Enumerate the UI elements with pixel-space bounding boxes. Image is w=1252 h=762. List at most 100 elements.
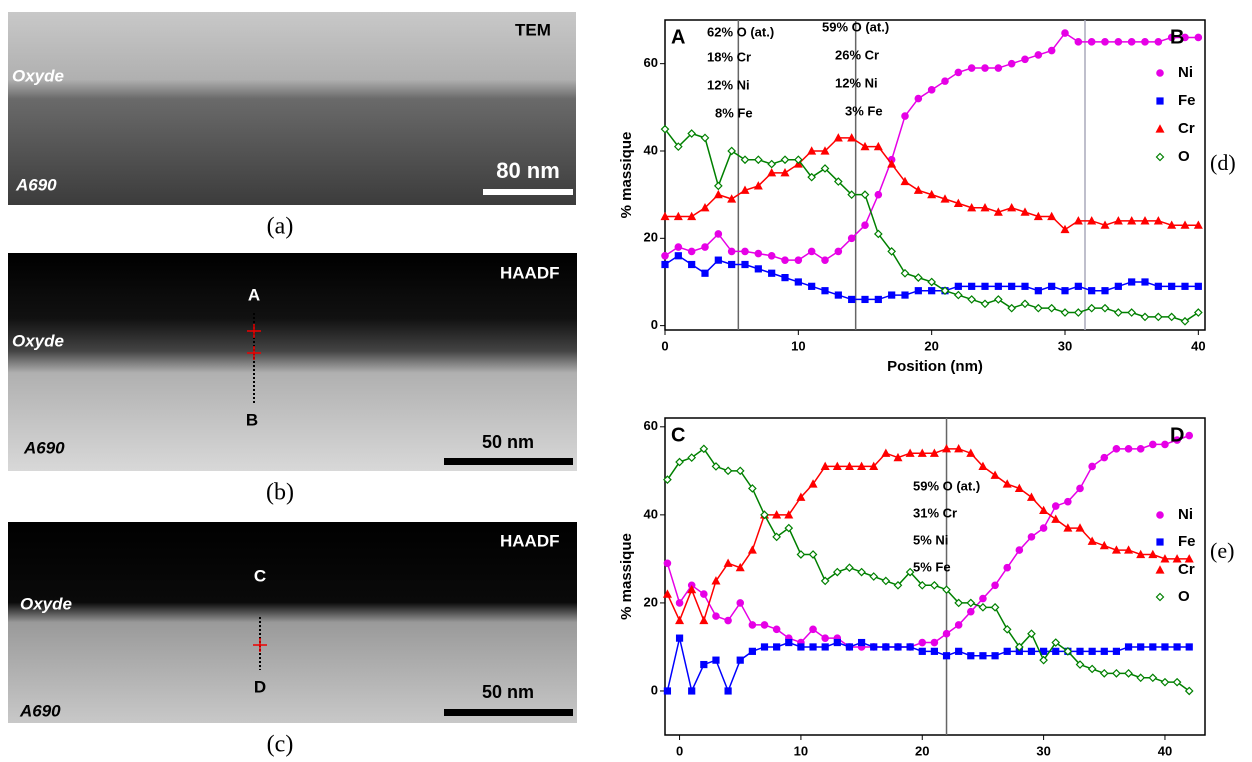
point — [760, 643, 769, 651]
point — [675, 599, 684, 607]
point — [1100, 220, 1110, 229]
point — [927, 189, 937, 199]
corner-label: A — [671, 26, 685, 48]
point — [1161, 440, 1169, 449]
point — [1180, 220, 1190, 229]
point — [1149, 440, 1157, 449]
x-axis-label: Position (nm) — [887, 358, 983, 375]
point — [941, 77, 949, 85]
point — [1099, 540, 1109, 550]
point — [833, 133, 843, 142]
point — [675, 634, 684, 642]
point — [1007, 59, 1016, 68]
point — [994, 64, 1003, 72]
point — [1040, 647, 1048, 655]
point — [1141, 38, 1149, 46]
point — [1128, 278, 1136, 286]
point — [1064, 497, 1072, 506]
cross — [253, 638, 267, 652]
point — [820, 461, 830, 471]
point — [675, 457, 684, 467]
point — [1021, 282, 1029, 290]
point — [740, 185, 750, 194]
point — [1193, 220, 1203, 229]
point — [893, 452, 903, 462]
y-tick-label: 40 — [644, 506, 658, 521]
point — [860, 141, 870, 151]
point — [1033, 211, 1043, 221]
alloy-label: A690 — [23, 438, 65, 457]
point — [1114, 38, 1123, 46]
corner-label: B — [1170, 26, 1184, 48]
point — [772, 510, 782, 519]
point — [1180, 316, 1190, 326]
point — [735, 466, 745, 476]
point — [1021, 55, 1029, 64]
point — [1124, 669, 1133, 678]
series-line — [664, 32, 1199, 262]
point — [873, 229, 883, 239]
point — [724, 616, 732, 625]
point — [1073, 308, 1083, 317]
point — [1124, 545, 1134, 554]
point — [714, 230, 723, 238]
point — [1153, 216, 1163, 225]
series-line — [666, 637, 1190, 694]
caption: (c) — [267, 732, 294, 758]
annotation: 12% Ni — [835, 75, 878, 90]
haadf-image — [8, 253, 577, 471]
point — [747, 545, 757, 554]
cross — [247, 324, 261, 360]
point — [927, 277, 937, 287]
point — [1148, 673, 1158, 683]
y-tick-label: 20 — [644, 230, 658, 245]
point — [887, 159, 897, 168]
point — [1156, 511, 1164, 519]
scale-bar — [483, 189, 573, 195]
panel-label: (d) — [1210, 150, 1236, 175]
point — [930, 647, 938, 655]
point — [881, 448, 891, 457]
point — [1172, 554, 1182, 563]
point — [1014, 483, 1024, 493]
point — [1112, 647, 1121, 655]
x-tick-label: 0 — [661, 338, 668, 353]
point — [980, 299, 990, 309]
point — [1100, 453, 1109, 462]
plot-frame — [664, 19, 1206, 331]
point — [784, 510, 794, 519]
caption: (b) — [266, 480, 294, 506]
point — [714, 256, 722, 264]
scale-label: 50 nm — [482, 682, 534, 702]
series-line — [665, 137, 1199, 231]
point — [848, 295, 856, 304]
point — [979, 652, 987, 660]
point — [760, 510, 769, 520]
point — [1156, 69, 1164, 77]
point-label: B — [246, 410, 258, 429]
legend-label: Ni — [1178, 506, 1193, 523]
point — [687, 129, 697, 138]
point — [870, 643, 878, 651]
point — [940, 194, 950, 203]
point — [1088, 647, 1096, 655]
x-tick-label: 20 — [924, 338, 938, 353]
point — [1184, 686, 1194, 696]
point — [993, 207, 1003, 216]
point — [1140, 216, 1150, 225]
point — [688, 687, 696, 695]
point — [844, 461, 854, 471]
point — [748, 621, 757, 629]
point — [978, 602, 988, 612]
point — [1075, 660, 1085, 669]
panel-c: HAADF C Oxyde D A690 50 nm (c) — [8, 522, 577, 758]
point — [954, 444, 964, 453]
point — [888, 291, 896, 299]
point — [1155, 565, 1165, 574]
point — [1100, 647, 1108, 655]
point — [808, 282, 816, 290]
annotation: 59% O (at.) — [913, 478, 980, 493]
point — [847, 190, 857, 199]
point — [1155, 592, 1165, 602]
point — [1027, 629, 1036, 639]
